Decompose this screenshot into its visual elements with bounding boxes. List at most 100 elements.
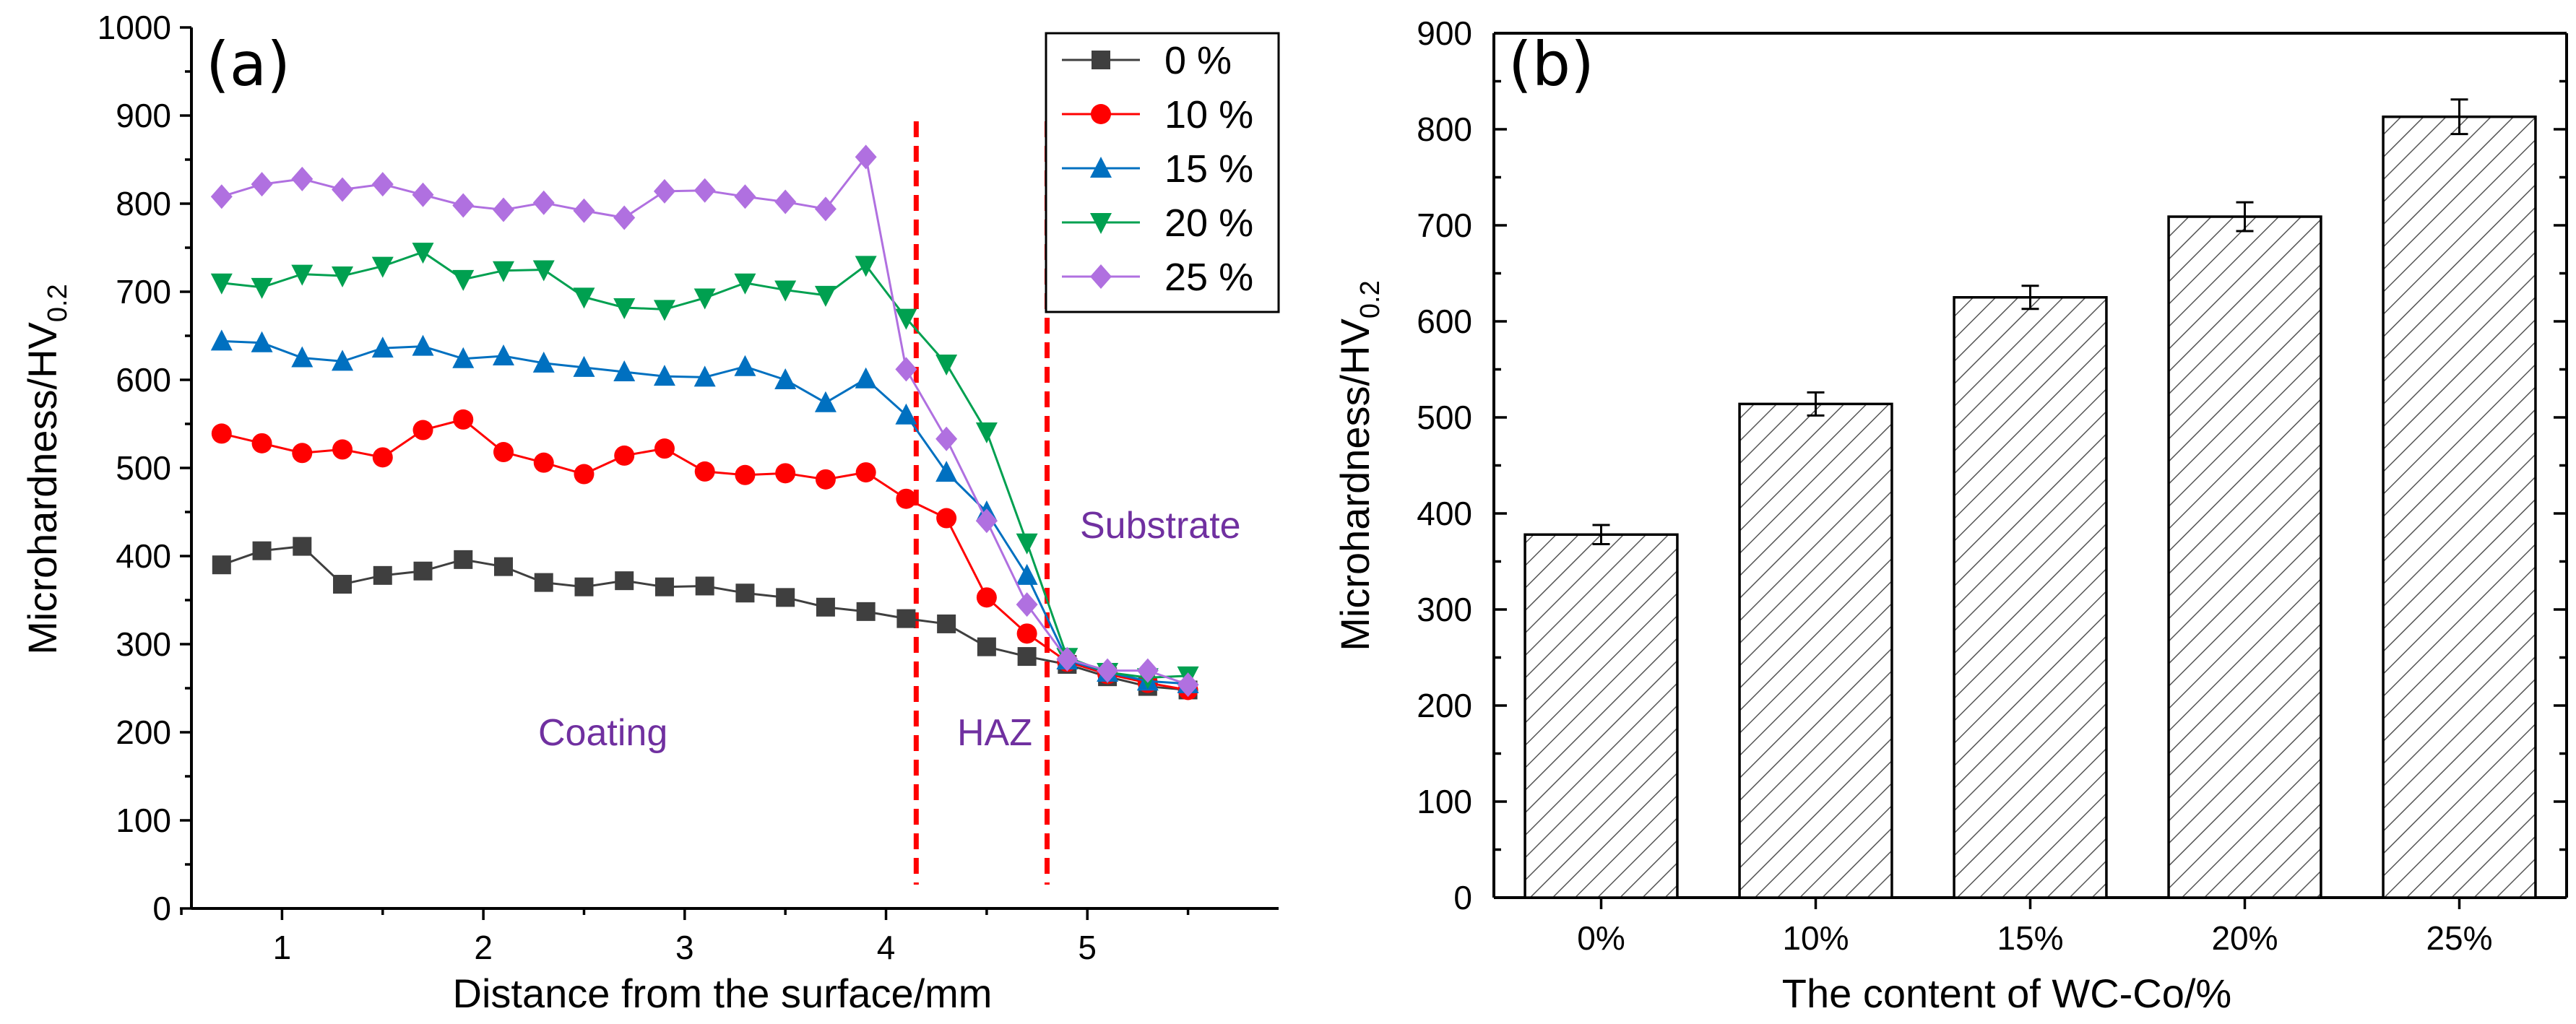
a-legend-label: 10 % (1164, 93, 1253, 136)
a-legend-marker (1090, 264, 1112, 289)
b-y-axis-title-main: Microhardness/HV (1332, 318, 1378, 651)
b-y-tick-label: 900 (1417, 14, 1472, 52)
a-data-point (252, 541, 272, 560)
a-series-1 (211, 409, 1198, 700)
a-legend-marker (1090, 157, 1112, 178)
a-data-point (332, 266, 354, 288)
a-data-point (693, 178, 716, 203)
a-legend: 0 % 10 % 15 % 20 % 25 % (1045, 32, 1280, 313)
a-data-point (573, 198, 595, 223)
a-data-point (653, 178, 675, 204)
a-data-point (935, 355, 958, 376)
b-y-tick-label: 800 (1417, 110, 1472, 148)
a-data-point (372, 447, 393, 468)
a-annotation-substrate: Substrate (1080, 505, 1241, 547)
a-data-point (975, 422, 998, 443)
a-data-point (534, 573, 553, 592)
a-data-point (694, 461, 715, 482)
a-data-point (333, 575, 353, 594)
a-data-point (735, 583, 755, 603)
a-legend-marker (1090, 213, 1112, 234)
a-y-axis-title: Microhardness/HV0.2 (20, 284, 73, 654)
a-y-tick-label: 1000 (98, 9, 171, 46)
b-y-axis-title: Microhardness/HV0.2 (1332, 280, 1386, 651)
a-data-point (532, 190, 555, 215)
b-y-tick-label: 100 (1417, 783, 1472, 820)
a-data-point (895, 308, 917, 330)
a-data-point (291, 166, 314, 191)
a-annotation-haz: HAZ (957, 712, 1032, 754)
b-panel-label: (b) (1508, 29, 1594, 100)
a-series-line (221, 545, 1188, 691)
b-x-tick-label: 10% (1782, 919, 1849, 957)
a-data-point (454, 550, 473, 569)
a-series-line (221, 339, 1188, 685)
b-y-tick-label: 600 (1417, 303, 1472, 340)
a-legend-marker (1091, 104, 1111, 124)
a-data-point (492, 344, 514, 366)
a-data-point (896, 609, 916, 628)
a-data-point (1056, 646, 1079, 672)
a-data-point (493, 557, 513, 576)
a-data-point (412, 243, 434, 264)
a-data-point (614, 445, 635, 466)
a-legend-box (1045, 32, 1280, 313)
a-data-point (1136, 658, 1159, 683)
a-series-2 (210, 329, 1199, 693)
b-bar (1738, 402, 1893, 899)
a-data-point (814, 285, 837, 307)
a-panel-label: (a) (206, 29, 290, 100)
b-x-tick-label: 0% (1577, 919, 1625, 957)
a-data-point (332, 350, 354, 371)
b-y-tick-label: 400 (1417, 495, 1472, 532)
a-annotation-coating: Coating (538, 712, 667, 754)
a-x-tick-label: 5 (1078, 929, 1097, 966)
a-data-point (855, 256, 877, 277)
b-y-tick-label: 300 (1417, 591, 1472, 628)
a-data-point (251, 433, 272, 454)
a-y-tick-label: 500 (116, 449, 171, 487)
a-data-point (735, 464, 756, 485)
b-x-tick-label: 15% (1997, 919, 2063, 957)
a-data-point (975, 508, 998, 534)
a-data-point (251, 172, 273, 197)
a-data-point (210, 273, 233, 295)
a-data-point (1016, 592, 1038, 617)
a-y-tick-label: 700 (116, 273, 171, 311)
a-data-point (251, 277, 273, 299)
a-data-point (573, 287, 595, 309)
a-legend-marker (1092, 51, 1110, 69)
a-data-point (412, 334, 434, 356)
a-data-point (814, 196, 837, 222)
a-data-point (774, 189, 797, 214)
a-data-point (210, 184, 233, 209)
a-data-point (291, 346, 314, 368)
b-y-tick-label: 700 (1417, 207, 1472, 244)
a-y-axis-title-main: Microhardness/HV (20, 321, 65, 654)
a-data-point (292, 443, 313, 464)
a-data-point (855, 462, 876, 483)
a-data-point (452, 347, 475, 368)
a-data-point (532, 260, 555, 282)
a-data-point (453, 409, 474, 430)
a-data-point (1177, 672, 1199, 698)
a-data-point (695, 576, 714, 596)
a-data-point (653, 300, 675, 321)
b-x-axis-title: The content of WC-Co/% (1782, 971, 2231, 1016)
a-series-4 (210, 144, 1199, 698)
a-data-point (412, 182, 434, 207)
a-data-point (937, 614, 956, 633)
a-data-point (371, 337, 394, 358)
a-data-point (734, 184, 756, 209)
a-data-point (574, 577, 594, 596)
a-data-point (332, 177, 354, 202)
b-y-tick-label: 500 (1417, 399, 1472, 436)
a-data-point (775, 463, 796, 484)
a-data-point (896, 488, 917, 509)
a-data-point (654, 577, 674, 596)
a-data-point (653, 365, 675, 386)
a-data-point (774, 280, 797, 302)
a-x-tick-label: 2 (474, 929, 493, 966)
a-data-point (693, 365, 716, 387)
b-x-tick-label: 20% (2211, 919, 2278, 957)
